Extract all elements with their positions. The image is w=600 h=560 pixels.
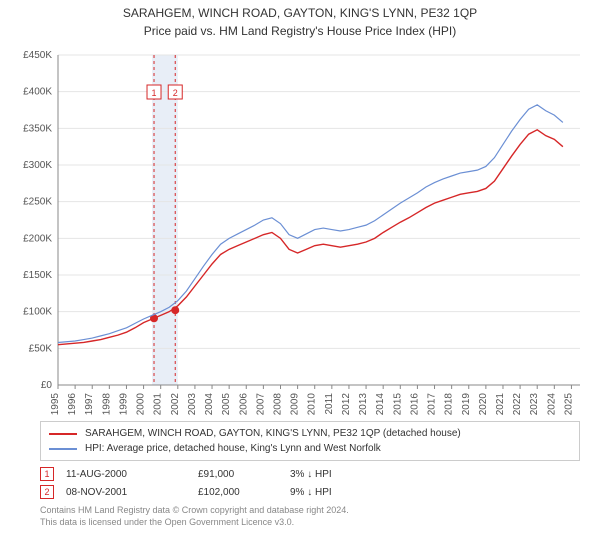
svg-text:2006: 2006 bbox=[238, 393, 249, 415]
event-marker: 2 bbox=[40, 485, 54, 499]
legend-label: SARAHGEM, WINCH ROAD, GAYTON, KING'S LYN… bbox=[85, 426, 461, 441]
svg-text:£100K: £100K bbox=[23, 307, 52, 318]
chart-title: SARAHGEM, WINCH ROAD, GAYTON, KING'S LYN… bbox=[10, 6, 590, 22]
event-diff: 3% ↓ HPI bbox=[290, 469, 332, 480]
legend-swatch bbox=[49, 433, 77, 435]
svg-text:£150K: £150K bbox=[23, 270, 52, 281]
svg-text:2: 2 bbox=[173, 88, 178, 98]
legend-label: HPI: Average price, detached house, King… bbox=[85, 441, 381, 456]
svg-text:1999: 1999 bbox=[118, 393, 129, 415]
svg-text:2024: 2024 bbox=[546, 393, 557, 415]
svg-text:2013: 2013 bbox=[358, 393, 369, 415]
svg-text:2007: 2007 bbox=[255, 393, 266, 415]
svg-text:2025: 2025 bbox=[563, 393, 574, 415]
svg-text:2022: 2022 bbox=[512, 393, 523, 415]
events-table: 1 11-AUG-2000 £91,000 3% ↓ HPI 2 08-NOV-2001 £… bbox=[40, 465, 580, 501]
svg-text:1996: 1996 bbox=[67, 393, 78, 415]
event-row: 1 11-AUG-2000 £91,000 3% ↓ HPI bbox=[40, 465, 580, 483]
svg-text:£350K: £350K bbox=[23, 124, 52, 135]
svg-text:2012: 2012 bbox=[341, 393, 352, 415]
footer-line2: This data is licensed under the Open Gov… bbox=[40, 517, 586, 529]
svg-text:2021: 2021 bbox=[495, 393, 506, 415]
svg-text:1995: 1995 bbox=[50, 393, 61, 415]
chart-svg: £0 £50K £100K £150K £200K £250K £300K £350K £400… bbox=[10, 45, 590, 415]
svg-text:1: 1 bbox=[152, 88, 157, 98]
svg-text:£300K: £300K bbox=[23, 160, 52, 171]
legend-item: SARAHGEM, WINCH ROAD, GAYTON, KING'S LYN… bbox=[49, 426, 571, 441]
svg-text:£250K: £250K bbox=[23, 197, 52, 208]
legend-item: HPI: Average price, detached house, King… bbox=[49, 441, 571, 456]
svg-text:£0: £0 bbox=[41, 380, 53, 391]
legend: SARAHGEM, WINCH ROAD, GAYTON, KING'S LYN… bbox=[40, 421, 580, 461]
svg-text:2003: 2003 bbox=[187, 393, 198, 415]
svg-text:2005: 2005 bbox=[221, 393, 232, 415]
svg-text:2023: 2023 bbox=[529, 393, 540, 415]
svg-text:£400K: £400K bbox=[23, 87, 52, 98]
svg-text:£450K: £450K bbox=[23, 50, 52, 61]
svg-text:2008: 2008 bbox=[272, 393, 283, 415]
svg-text:1998: 1998 bbox=[101, 393, 112, 415]
svg-text:2016: 2016 bbox=[409, 393, 420, 415]
event-date: 08-NOV-2001 bbox=[66, 487, 186, 498]
svg-text:2019: 2019 bbox=[461, 393, 472, 415]
footer: Contains HM Land Registry data © Crown c… bbox=[40, 505, 586, 528]
svg-text:2020: 2020 bbox=[478, 393, 489, 415]
svg-text:£50K: £50K bbox=[29, 344, 53, 355]
svg-text:2014: 2014 bbox=[375, 393, 386, 415]
svg-text:1997: 1997 bbox=[84, 393, 95, 415]
svg-text:2010: 2010 bbox=[307, 393, 318, 415]
svg-text:2002: 2002 bbox=[170, 393, 181, 415]
event-marker: 1 bbox=[40, 467, 54, 481]
event-price: £102,000 bbox=[198, 487, 278, 498]
legend-swatch bbox=[49, 448, 77, 450]
event-row: 2 08-NOV-2001 £102,000 9% ↓ HPI bbox=[40, 483, 580, 501]
svg-text:2018: 2018 bbox=[444, 393, 455, 415]
svg-text:2000: 2000 bbox=[136, 393, 147, 415]
event-date: 11-AUG-2000 bbox=[66, 469, 186, 480]
svg-text:2015: 2015 bbox=[392, 393, 403, 415]
svg-text:2009: 2009 bbox=[290, 393, 301, 415]
event-price: £91,000 bbox=[198, 469, 278, 480]
event-diff: 9% ↓ HPI bbox=[290, 487, 332, 498]
svg-text:2004: 2004 bbox=[204, 393, 215, 415]
svg-text:2011: 2011 bbox=[324, 393, 335, 415]
svg-text:2001: 2001 bbox=[153, 393, 164, 415]
chart-subtitle: Price paid vs. HM Land Registry's House … bbox=[10, 24, 590, 40]
svg-text:2017: 2017 bbox=[427, 393, 438, 415]
svg-text:£200K: £200K bbox=[23, 234, 52, 245]
chart-area: £0 £50K £100K £150K £200K £250K £300K £350K £400… bbox=[10, 45, 590, 415]
footer-line1: Contains HM Land Registry data © Crown c… bbox=[40, 505, 586, 517]
